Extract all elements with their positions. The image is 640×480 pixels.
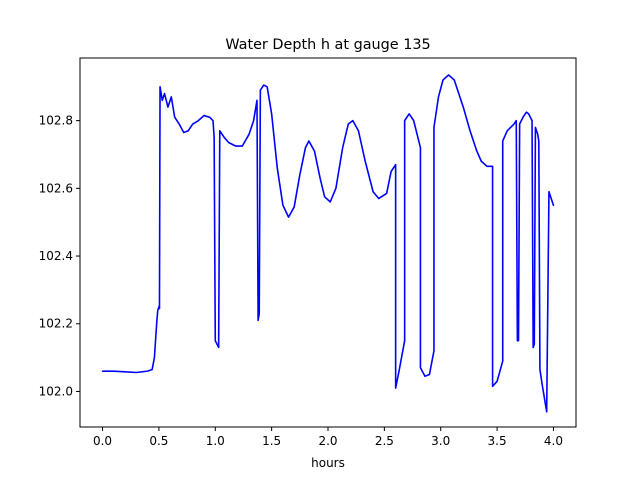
y-tick-label: 102.6 bbox=[39, 181, 73, 195]
x-tick-label: 2.5 bbox=[375, 434, 394, 448]
x-tick-label: 1.5 bbox=[262, 434, 281, 448]
x-tick-label: 1.0 bbox=[206, 434, 225, 448]
x-tick-label: 3.5 bbox=[488, 434, 507, 448]
x-tick-label: 0.5 bbox=[149, 434, 168, 448]
series-line-0 bbox=[101, 74, 555, 413]
x-tick-label: 3.0 bbox=[431, 434, 450, 448]
x-tick-label: 4.0 bbox=[544, 434, 563, 448]
axis-ticks: 0.0 0.5 1.0 1.5 2.0 2.5 3.0 3.5 4.0 102.0 102.2 102… bbox=[39, 114, 563, 448]
x-tick-label: 0.0 bbox=[93, 434, 112, 448]
chart-title: Water Depth h at gauge 135 bbox=[225, 37, 430, 53]
axes-frame bbox=[79, 57, 577, 428]
x-tick-label: 2.0 bbox=[318, 434, 337, 448]
y-tick-label: 102.2 bbox=[39, 317, 73, 331]
plot-area bbox=[101, 74, 555, 413]
y-tick-label: 102.0 bbox=[39, 384, 73, 398]
y-tick-label: 102.8 bbox=[39, 114, 73, 128]
x-axis-label: hours bbox=[311, 456, 345, 470]
y-tick-label: 102.4 bbox=[39, 249, 73, 263]
